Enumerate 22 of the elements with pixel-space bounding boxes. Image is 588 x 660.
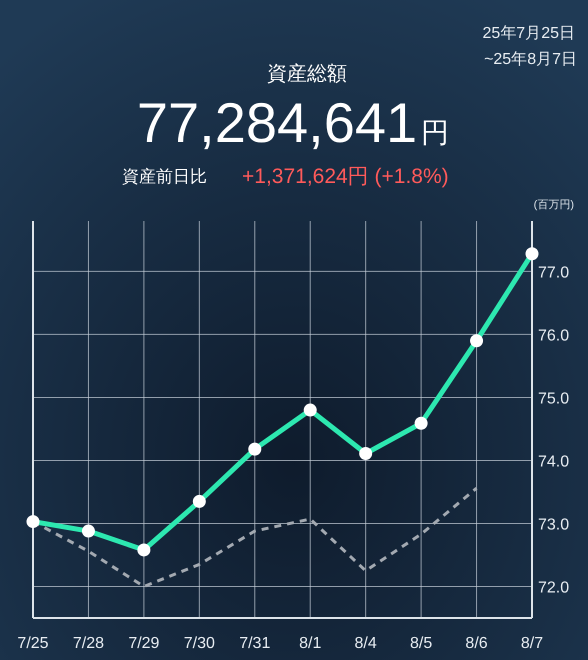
xtick: 7/31 (239, 635, 270, 652)
annotation: ~25年8月7日 (484, 51, 577, 68)
ytick: 77.0 (538, 264, 570, 282)
ytick: 75.0 (538, 390, 570, 408)
annotation: +1,371,624円 (+1.8%) (242, 165, 449, 188)
xtick: 7/25 (17, 635, 49, 652)
xtick: 8/6 (465, 635, 488, 652)
ytick: 74.0 (538, 453, 570, 470)
ytick: 76.0 (538, 327, 570, 344)
xtick: 8/1 (299, 635, 322, 652)
xtick: 7/28 (72, 635, 104, 652)
xtick: 8/4 (354, 635, 377, 652)
xtick: 7/30 (184, 635, 215, 652)
xtick: 7/29 (128, 635, 160, 652)
ytick: 72.0 (538, 580, 570, 596)
ytick: 73.0 (538, 516, 570, 534)
ylabel: (百万円) (534, 199, 574, 211)
annotation: 25年7月25日 (482, 25, 575, 42)
xtick: 8/7 (520, 635, 544, 652)
title: 資産総額 (267, 63, 347, 85)
xtick: 8/5 (410, 635, 432, 652)
annotation: 資産前日比 (122, 167, 207, 186)
